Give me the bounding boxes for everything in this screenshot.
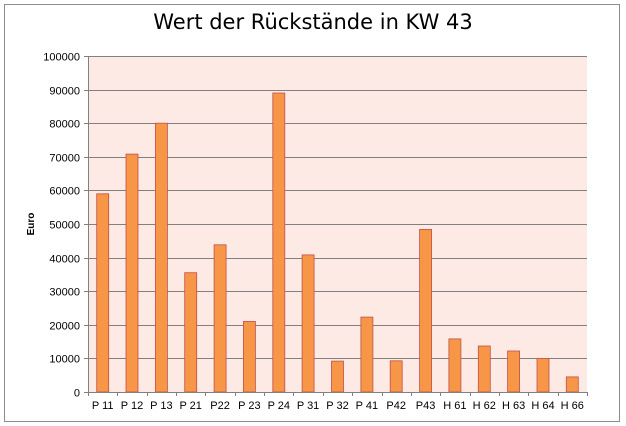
bar-p32 — [331, 360, 344, 393]
x-tick-label: P 21 — [179, 400, 201, 412]
y-tick-label: 70000 — [49, 153, 80, 165]
x-tick-label: H 62 — [473, 400, 496, 412]
bar-h62 — [477, 345, 491, 393]
x-tick-label: P 32 — [326, 400, 348, 412]
y-tick-label: 10000 — [49, 354, 80, 366]
y-tick-label: 100000 — [43, 52, 80, 64]
y-axis-title: Euro — [26, 213, 37, 236]
x-tick-label: H 61 — [443, 400, 466, 412]
y-tick-label: 60000 — [49, 186, 80, 198]
bar-p31 — [301, 254, 315, 393]
x-tick-label: P43 — [416, 400, 436, 412]
x-axis-ticks: P 11 P 12 P 13 P 21 P22 P 23 P 24 P 31 P 32 P 41 P… — [88, 392, 588, 412]
x-tick-label: H 66 — [561, 400, 584, 412]
x-tick-label: P 41 — [356, 400, 378, 412]
bar-p41 — [360, 316, 374, 393]
x-tick-label: P 12 — [121, 400, 143, 412]
bar-p22 — [213, 244, 227, 393]
y-tick-label: 20000 — [49, 321, 80, 333]
y-tick-label: 30000 — [49, 287, 80, 299]
y-tick-label: 90000 — [49, 86, 80, 98]
x-tick-label: H 64 — [531, 400, 554, 412]
bar-p13 — [154, 122, 168, 393]
y-tick-label: 40000 — [49, 254, 80, 266]
x-tick-label: P42 — [386, 400, 406, 412]
y-axis-ticks: 0 10000 20000 30000 40000 50000 60000 70000 8000… — [43, 52, 88, 400]
bars — [96, 92, 579, 393]
x-tick-label: P 23 — [238, 400, 260, 412]
bar-p23 — [242, 320, 256, 393]
x-tick-label: P 31 — [297, 400, 319, 412]
chart-title: Wert der Rückstände in KW 43 — [153, 10, 473, 34]
bar-p43 — [419, 228, 433, 393]
bar-p12 — [125, 153, 139, 393]
bar-h66 — [565, 376, 579, 393]
bar-h61 — [448, 338, 462, 393]
bar-p42 — [389, 360, 403, 393]
bar-h63 — [507, 350, 521, 393]
bar-p11 — [96, 193, 110, 393]
bar-h64 — [536, 357, 550, 393]
y-tick-label: 50000 — [49, 220, 80, 232]
x-tick-label: H 63 — [502, 400, 525, 412]
x-tick-label: P22 — [210, 400, 230, 412]
y-tick-label: 80000 — [49, 119, 80, 131]
x-tick-label: P 11 — [92, 400, 114, 412]
bar-p24 — [272, 92, 286, 393]
y-tick-label: 0 — [74, 388, 80, 400]
x-tick-label: P 24 — [268, 400, 290, 412]
gridlines — [88, 56, 587, 359]
bar-p21 — [184, 272, 198, 393]
x-tick-label: P 13 — [150, 400, 172, 412]
